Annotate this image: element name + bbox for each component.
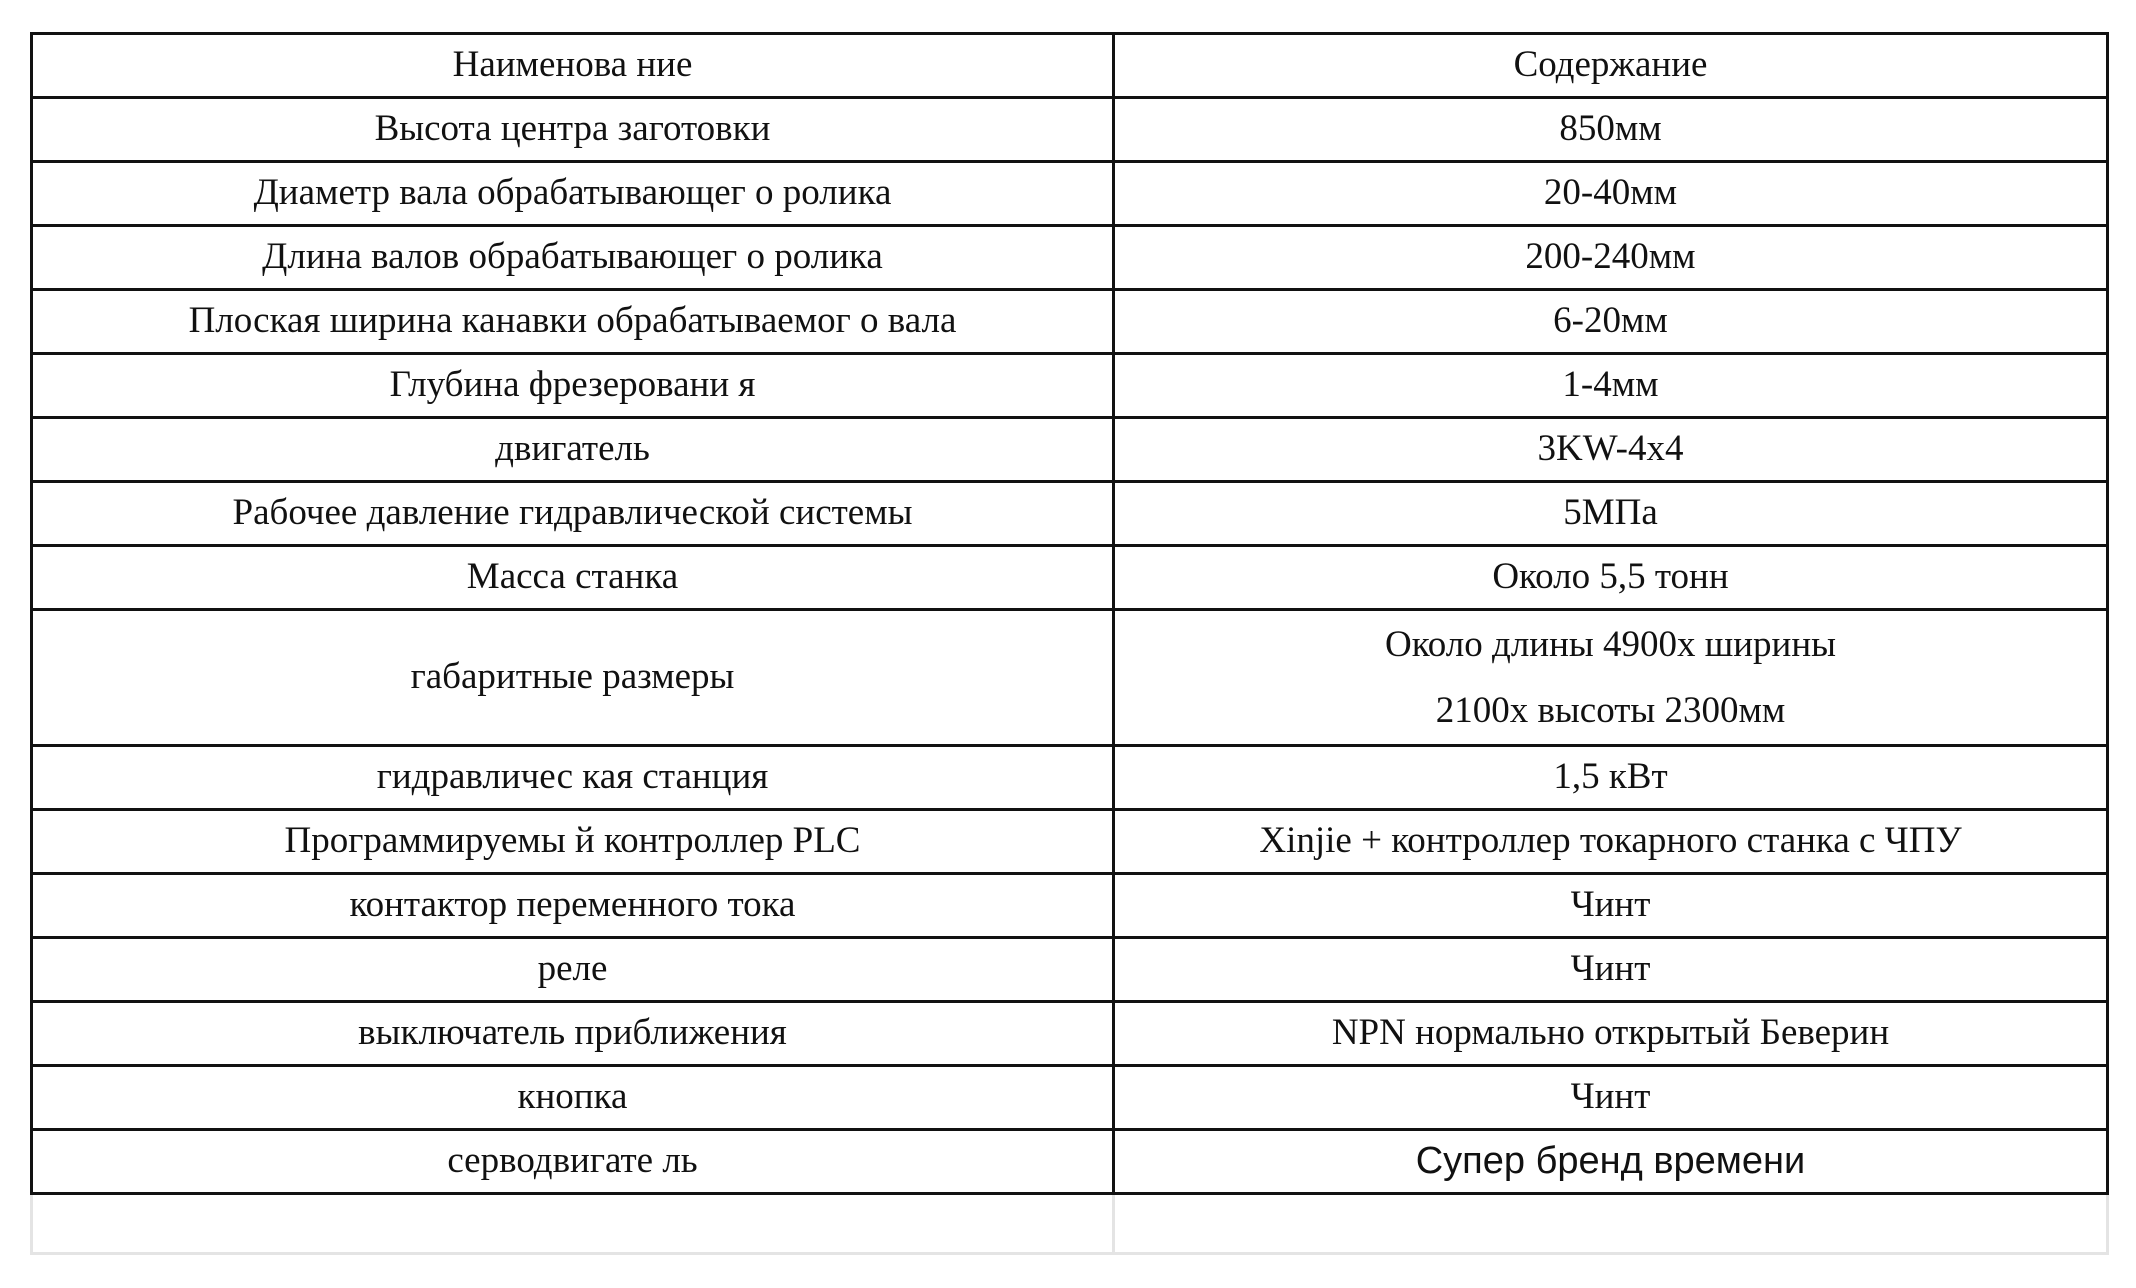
value-cell: 1,5 кВт <box>1112 744 2109 811</box>
parameter-cell: Глубина фрезеровани я <box>30 352 1115 419</box>
value-cell: NPN нормально открытый Беверин <box>1112 1000 2109 1067</box>
value-cell: 3KW-4x4 <box>1112 416 2109 483</box>
table-row: кнопка Чинт <box>30 1064 2109 1131</box>
header-cell: Содержание <box>1112 32 2109 99</box>
table-row: Плоская ширина канавки обрабатываемог о … <box>30 288 2109 355</box>
empty-cell <box>30 1192 1115 1255</box>
header-cell: Наименова ние <box>30 32 1115 99</box>
table-row: Длина валов обрабатывающег о ролика 200-2… <box>30 224 2109 291</box>
parameter-cell: кнопка <box>30 1064 1115 1131</box>
value-cell: 20-40мм <box>1112 160 2109 227</box>
value-cell: 1-4мм <box>1112 352 2109 419</box>
table-row: Масса станка Около 5,5 тонн <box>30 544 2109 611</box>
parameter-cell: Диаметр вала обрабатывающег о ролика <box>30 160 1115 227</box>
value-cell: Около 5,5 тонн <box>1112 544 2109 611</box>
parameter-cell: реле <box>30 936 1115 1003</box>
spec-table: Наименова ние Содержание Высота центра з… <box>30 32 2109 1255</box>
parameter-cell: габаритные размеры <box>30 608 1115 747</box>
table-row: реле Чинт <box>30 936 2109 1003</box>
table-row: выключатель приближения NPN нормально отк… <box>30 1000 2109 1067</box>
value-cell: Чинт <box>1112 872 2109 939</box>
table-row: серводвигате ль Супер бренд времени <box>30 1128 2109 1195</box>
parameter-cell: Высота центра заготовки <box>30 96 1115 163</box>
table-row: Рабочее давление гидравлической системы 5… <box>30 480 2109 547</box>
parameter-cell: серводвигате ль <box>30 1128 1115 1195</box>
empty-cell <box>1112 1192 2109 1255</box>
table-row: Диаметр вала обрабатывающег о ролика 20-4… <box>30 160 2109 227</box>
value-cell: Чинт <box>1112 1064 2109 1131</box>
table-row: Высота центра заготовки 850мм <box>30 96 2109 163</box>
table-row: гидравличес кая станция 1,5 кВт <box>30 744 2109 811</box>
parameter-cell: гидравличес кая станция <box>30 744 1115 811</box>
table-row: двигатель 3KW-4x4 <box>30 416 2109 483</box>
spec-table-container: Наименова ние Содержание Высота центра з… <box>30 32 2109 1255</box>
value-cell: Около длины 4900х ширины 2100х высоты 230… <box>1112 608 2109 747</box>
value-line: 2100х высоты 2300мм <box>1435 689 1786 731</box>
value-line: Около длины 4900х ширины <box>1384 623 1837 665</box>
parameter-cell: Длина валов обрабатывающег о ролика <box>30 224 1115 291</box>
header-row: Наименова ние Содержание <box>30 32 2109 99</box>
value-cell: Чинт <box>1112 936 2109 1003</box>
parameter-cell: Рабочее давление гидравлической системы <box>30 480 1115 547</box>
parameter-cell: Плоская ширина канавки обрабатываемог о … <box>30 288 1115 355</box>
parameter-cell: контактор переменного тока <box>30 872 1115 939</box>
value-cell: Xinjie + контроллер токарного станка с Ч… <box>1112 808 2109 875</box>
value-cell: 5МПа <box>1112 480 2109 547</box>
parameter-cell: двигатель <box>30 416 1115 483</box>
value-cell: 6-20мм <box>1112 288 2109 355</box>
parameter-cell: Масса станка <box>30 544 1115 611</box>
empty-row <box>30 1192 2109 1255</box>
value-cell: 200-240мм <box>1112 224 2109 291</box>
value-cell: 850мм <box>1112 96 2109 163</box>
table-row: габаритные размеры Около длины 4900х шири… <box>30 608 2109 747</box>
table-body: Наименова ние Содержание Высота центра з… <box>30 32 2109 1255</box>
table-row: контактор переменного тока Чинт <box>30 872 2109 939</box>
table-row: Глубина фрезеровани я 1-4мм <box>30 352 2109 419</box>
table-row: Программируемы й контроллер PLC Xinjie + … <box>30 808 2109 875</box>
value-cell: Супер бренд времени <box>1112 1128 2109 1195</box>
parameter-cell: выключатель приближения <box>30 1000 1115 1067</box>
parameter-cell: Программируемы й контроллер PLC <box>30 808 1115 875</box>
